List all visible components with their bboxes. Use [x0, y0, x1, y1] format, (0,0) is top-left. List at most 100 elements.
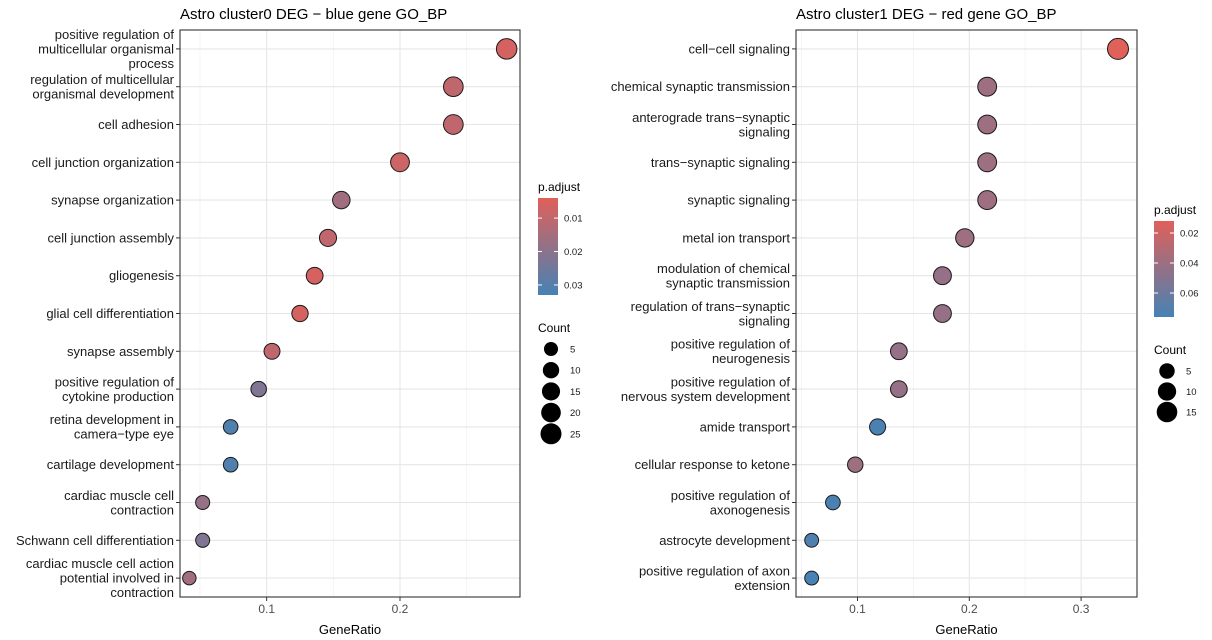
- data-point: [332, 190, 351, 210]
- y-tick-label: glial cell differentiation: [46, 306, 174, 321]
- color-legend-label: 0.03: [564, 280, 583, 291]
- data-point: [977, 152, 998, 173]
- data-point: [1106, 37, 1129, 60]
- y-tick-label: cellular response to ketone: [635, 457, 790, 472]
- y-tick-label: cardiac muscle cell contraction: [64, 488, 174, 518]
- data-point: [263, 342, 281, 360]
- size-legend-key: [541, 402, 561, 423]
- y-tick-label: positive regulation of neurogenesis: [671, 337, 791, 367]
- chart-panel-cluster0: Astro cluster0 DEG − blue gene GO_BPposi…: [16, 6, 583, 637]
- color-legend-label: 0.06: [1180, 289, 1199, 300]
- y-tick-label: cell junction organization: [32, 155, 174, 170]
- size-legend-label: 15: [570, 387, 581, 398]
- plot-border: [795, 29, 1138, 598]
- y-tick-label: positive regulation of axonogenesis: [671, 488, 791, 518]
- size-legend-label: 5: [1186, 367, 1191, 378]
- x-tick-label: 0.1: [258, 602, 275, 616]
- color-bar: [1154, 221, 1174, 317]
- size-legend: Count 5 10 15: [1154, 343, 1197, 423]
- color-legend-label: 0.02: [1180, 229, 1199, 240]
- y-tick-label: Schwann cell differentiation: [16, 533, 174, 548]
- y-tick-label: regulation of multicellular organismal de…: [30, 72, 174, 102]
- data-point: [195, 532, 211, 548]
- size-legend-title: Count: [538, 321, 571, 335]
- y-tick-label: regulation of trans−synaptic signaling: [631, 299, 791, 329]
- y-tick-label: chemical synaptic transmission: [611, 79, 790, 94]
- data-point: [291, 304, 309, 323]
- size-legend-title: Count: [1154, 343, 1187, 357]
- size-legend-label: 10: [570, 366, 581, 377]
- y-tick-label: positive regulation of nervous system dev…: [621, 374, 790, 404]
- color-legend: p.adjust 0.02 0.04 0.06: [1154, 203, 1199, 317]
- y-tick-label: amide transport: [700, 419, 791, 434]
- chart-title: Astro cluster0 DEG − blue gene GO_BP: [180, 6, 447, 23]
- data-point: [869, 418, 887, 436]
- data-point: [318, 228, 338, 247]
- data-point: [977, 190, 998, 211]
- y-tick-label: positive regulation of axon extension: [639, 563, 790, 593]
- color-legend-label: 0.04: [1180, 259, 1199, 270]
- data-point: [195, 494, 211, 511]
- y-tick-label: cardiac muscle cell action potential invo…: [26, 556, 174, 600]
- y-tick-label: modulation of chemical synaptic transmiss…: [657, 261, 790, 291]
- data-point: [889, 380, 908, 398]
- color-legend: p.adjust 0.01 0.02 0.03: [538, 180, 583, 295]
- data-point: [250, 380, 267, 398]
- x-axis-title: GeneRatio: [935, 622, 997, 637]
- data-point: [182, 570, 197, 586]
- size-legend-key: [542, 362, 560, 379]
- data-point: [804, 532, 820, 548]
- grid: [796, 30, 1138, 597]
- size-legend-key: [543, 341, 559, 357]
- y-tick-label: synapse assembly: [67, 344, 174, 359]
- data-point: [825, 494, 841, 511]
- x-axis-title: GeneRatio: [319, 622, 381, 637]
- data-point: [222, 419, 239, 435]
- color-bar: [538, 198, 558, 295]
- y-tick-label: positive regulation of cytokine productio…: [55, 374, 175, 404]
- size-legend-label: 5: [570, 345, 575, 356]
- y-tick-label: astrocyte development: [659, 533, 790, 548]
- y-tick-label: metal ion transport: [682, 230, 790, 245]
- size-legend-key: [1156, 401, 1178, 423]
- data-point: [390, 152, 410, 173]
- data-point: [305, 266, 324, 285]
- size-legend-key: [541, 382, 561, 401]
- size-legend-label: 15: [1186, 408, 1197, 419]
- data-point: [955, 228, 975, 248]
- x-tick-label: 0.1: [849, 602, 866, 616]
- chart-title: Astro cluster1 DEG − red gene GO_BP: [796, 6, 1057, 23]
- data-point: [847, 456, 864, 473]
- y-tick-label: synaptic signaling: [687, 193, 790, 208]
- y-tick-label: gliogenesis: [109, 268, 175, 283]
- data-point: [933, 266, 952, 286]
- data-point: [222, 456, 239, 473]
- y-tick-label: cell adhesion: [98, 117, 174, 132]
- chart-panel-cluster1: Astro cluster1 DEG − red gene GO_BP cell−…: [611, 6, 1199, 637]
- y-tick-label: anterograde trans−synaptic signaling: [632, 110, 790, 140]
- y-tick-label: cell junction assembly: [48, 230, 175, 245]
- color-legend-label: 0.01: [564, 214, 583, 225]
- size-legend-label: 10: [1186, 387, 1197, 398]
- size-legend-label: 20: [570, 408, 581, 419]
- size-legend-label: 25: [570, 429, 581, 440]
- plot-border: [179, 29, 521, 598]
- y-tick-label: positive regulation of multicellular orga…: [38, 27, 174, 71]
- color-legend-title: p.adjust: [1154, 203, 1197, 217]
- data-point: [442, 114, 464, 135]
- y-tick-label: cell−cell signaling: [688, 41, 790, 56]
- size-legend-key: [540, 423, 562, 445]
- color-legend-title: p.adjust: [538, 180, 581, 194]
- size-legend-key: [1159, 363, 1175, 379]
- x-tick-label: 0.2: [961, 602, 978, 616]
- x-tick-label: 0.3: [1073, 602, 1090, 616]
- y-tick-label: trans−synaptic signaling: [651, 155, 790, 170]
- data-point: [933, 304, 952, 323]
- data-point: [495, 38, 518, 60]
- data-point: [977, 114, 998, 135]
- data-point: [977, 76, 998, 97]
- y-tick-label: cartilage development: [47, 457, 175, 472]
- data-point: [442, 76, 464, 98]
- color-legend-label: 0.02: [564, 247, 583, 258]
